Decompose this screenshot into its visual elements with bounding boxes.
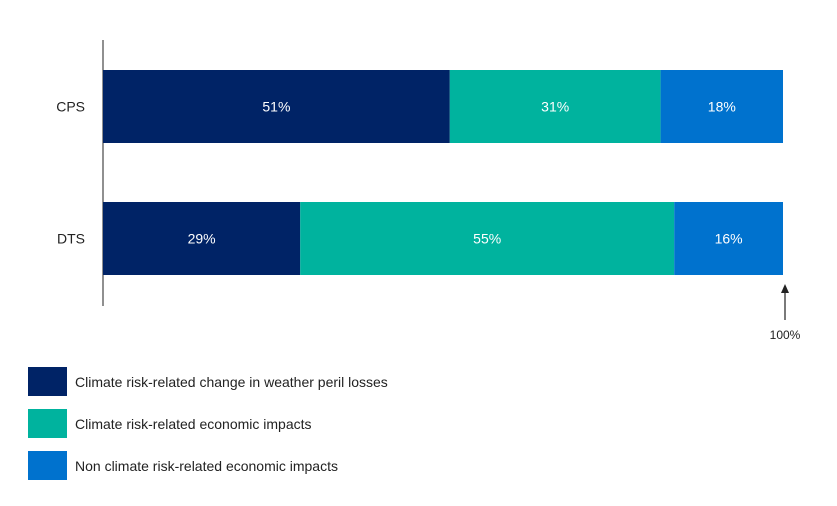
category-label-dts: DTS: [57, 231, 85, 247]
data-label-cps-series-1: 51%: [262, 99, 290, 115]
bar-dts-series-2: [300, 202, 675, 275]
data-label-dts-series-2: 55%: [473, 231, 501, 247]
bar-cps-series-1: [103, 70, 450, 143]
bar-dts-series-1: [103, 202, 301, 275]
bar-cps-series-3: [660, 70, 783, 143]
legend-swatch-3: [28, 451, 67, 480]
data-label-dts-series-3: 16%: [715, 231, 743, 247]
data-label-cps-series-3: 18%: [708, 99, 736, 115]
bar-dts-series-3: [674, 202, 783, 275]
legend-swatch-1: [28, 367, 67, 396]
total-annotation: 100%: [770, 328, 801, 342]
legend-label-2: Climate risk-related economic impacts: [75, 415, 312, 432]
legend-label-1: Climate risk-related change in weather p…: [75, 373, 388, 390]
category-label-cps: CPS: [56, 99, 85, 115]
data-label-dts-series-1: 29%: [188, 231, 216, 247]
legend-label-3: Non climate risk-related economic impact…: [75, 457, 338, 474]
legend-item-2: Climate risk-related economic impacts: [28, 409, 312, 438]
legend-swatch-2: [28, 409, 67, 438]
bar-cps-series-2: [449, 70, 661, 143]
legend-item-1: Climate risk-related change in weather p…: [28, 367, 388, 396]
total-arrow-head: [781, 284, 789, 293]
legend-item-3: Non climate risk-related economic impact…: [28, 451, 338, 480]
data-label-cps-series-2: 31%: [541, 99, 569, 115]
